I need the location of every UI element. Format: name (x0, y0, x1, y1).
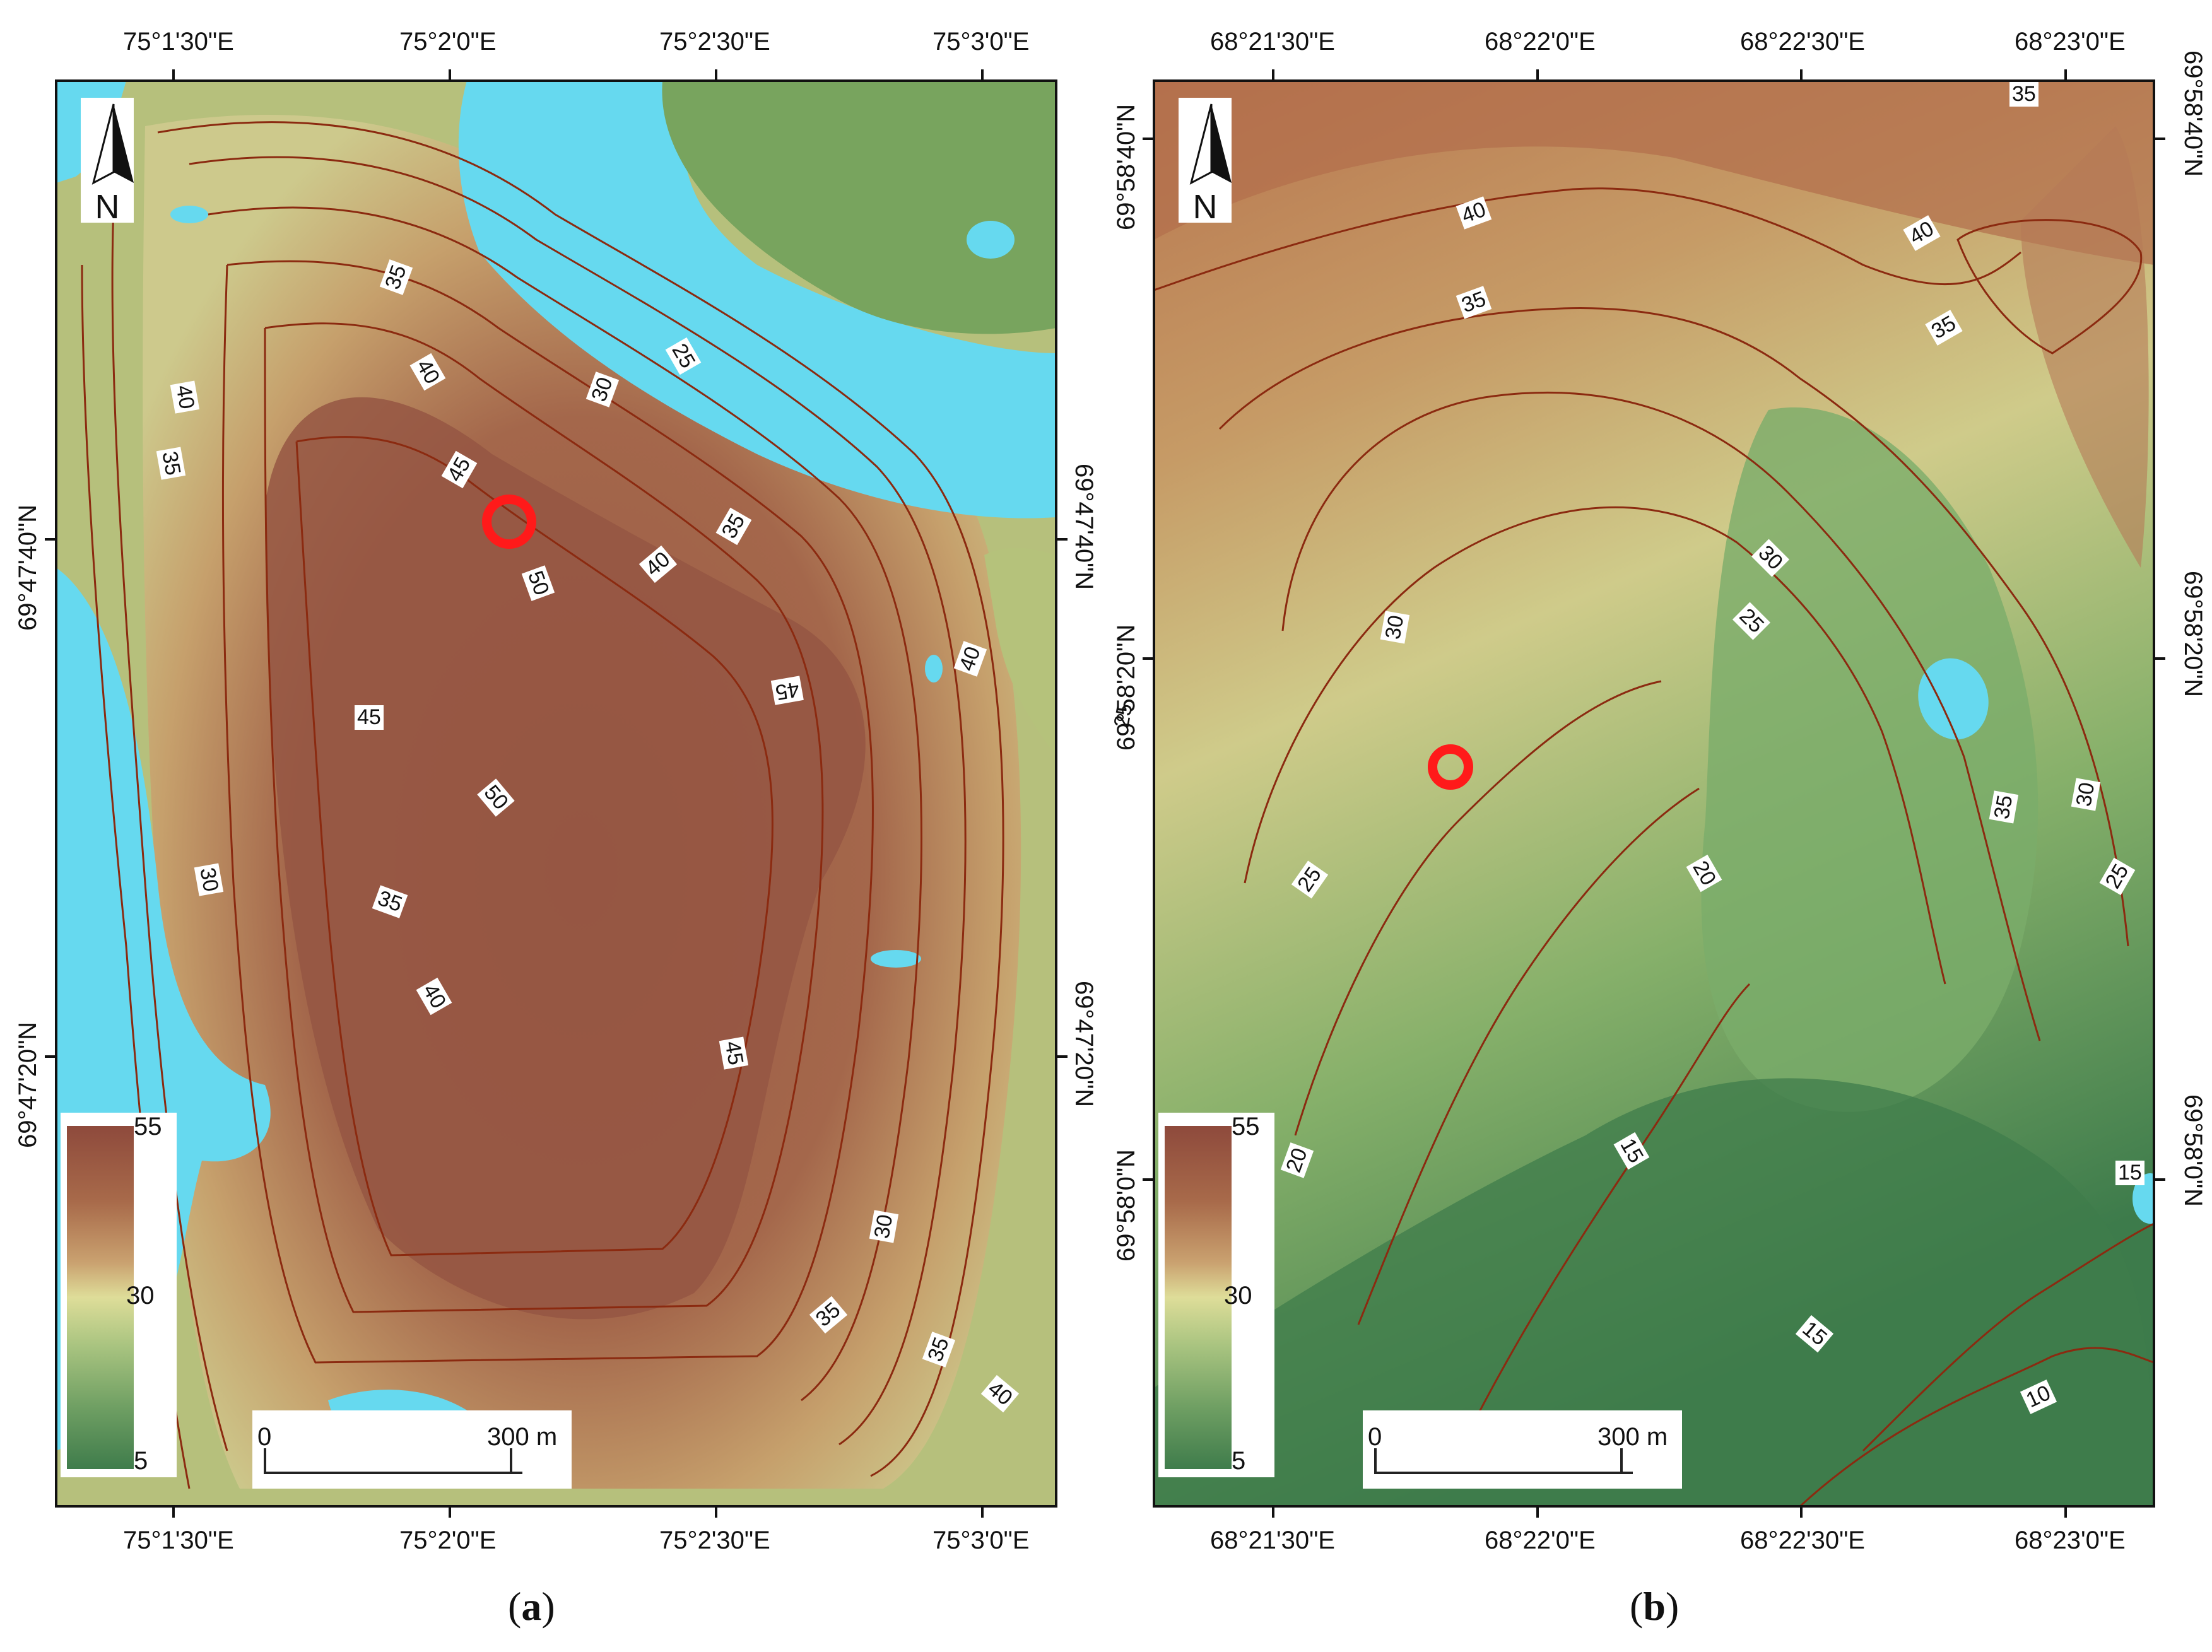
bottom-coord-label: 75°3'0"E (932, 1526, 1030, 1554)
legend-min: 5 (1232, 1447, 1246, 1475)
top-coord-label: 68°22'30"E (1740, 28, 1865, 56)
bottom-coord-label: 68°23'0"E (2015, 1526, 2126, 1554)
scale-end: 300 m (487, 1423, 558, 1451)
left-coord-label: 69°47'20"N (14, 1021, 42, 1148)
top-coord-label: 68°22'0"E (1485, 28, 1596, 56)
scale-line (1374, 1472, 1633, 1474)
site-marker (1428, 744, 1473, 790)
contour-label: 30 (194, 863, 224, 896)
scale-line (264, 1472, 522, 1474)
legend-mid: 30 (126, 1282, 155, 1309)
top-coord-label: 75°1'30"E (123, 28, 234, 56)
contour-label: 40 (170, 380, 200, 414)
contour-label: 30 (2071, 778, 2101, 811)
contour-label: 45 (355, 705, 384, 730)
scale-start: 0 (257, 1423, 272, 1451)
north-label: N (1192, 188, 1218, 226)
legend-min: 5 (134, 1447, 148, 1475)
map-panel-b: 35 40 40 35 35 30 30 25 25 20 25 35 30 2… (1106, 0, 2212, 1652)
contour-label: 35 (2009, 82, 2038, 107)
contour-label: 30 (869, 1210, 899, 1243)
panel-caption: (a) (508, 1584, 555, 1629)
contour-label: 35 (156, 447, 186, 480)
north-arrow-icon (91, 103, 134, 185)
left-coord-label: 69°58'20"N (1112, 624, 1140, 751)
top-coord-label: 75°2'0"E (399, 28, 497, 56)
scale-end: 300 m (1597, 1423, 1668, 1451)
scale-tick (1620, 1448, 1623, 1474)
right-coord-label: 69°47'40"N (1070, 464, 1098, 590)
scale-tick (510, 1448, 512, 1474)
legend-max: 55 (1232, 1113, 1260, 1140)
top-coord-label: 68°23'0"E (2015, 28, 2126, 56)
legend-max: 55 (134, 1113, 162, 1140)
contour-label: 45 (719, 1036, 749, 1070)
elevation-color-ramp (1165, 1126, 1232, 1469)
bottom-coord-label: 68°22'30"E (1740, 1526, 1865, 1554)
north-label: N (95, 188, 120, 226)
top-coord-label: 68°21'30"E (1210, 28, 1335, 56)
right-coord-label: 69°58'20"N (2179, 571, 2207, 698)
right-coord-label: 69°58'40"N (2179, 50, 2207, 177)
scale-bar: 0 300 m (1363, 1410, 1682, 1489)
contour-label: 45 (770, 676, 804, 705)
scale-bar: 0 300 m (252, 1410, 572, 1489)
contour-label: 35 (1989, 790, 2019, 824)
scale-start: 0 (1368, 1423, 1382, 1451)
left-coord-label: 69°47'40"N (14, 504, 42, 631)
contour-label: 15 (2115, 1161, 2144, 1185)
bottom-coord-label: 75°1'30"E (123, 1526, 234, 1554)
caption-letter: a (521, 1584, 542, 1629)
site-marker (482, 495, 536, 549)
north-arrow-icon (1189, 103, 1232, 185)
top-coord-label: 75°3'0"E (932, 28, 1030, 56)
bottom-coord-label: 75°2'0"E (399, 1526, 497, 1554)
elevation-legend: 55 30 5 (61, 1113, 177, 1477)
left-coord-label: 69°58'0"N (1112, 1149, 1140, 1262)
left-coord-label: 69°58'40"N (1112, 103, 1140, 230)
right-coord-label: 69°47'20"N (1070, 981, 1098, 1108)
bottom-coord-label: 68°21'30"E (1210, 1526, 1335, 1554)
caption-letter: b (1643, 1584, 1666, 1629)
legend-mid: 30 (1224, 1282, 1252, 1309)
bottom-coord-label: 68°22'0"E (1485, 1526, 1596, 1554)
north-arrow: N (81, 98, 134, 226)
contour-label: 30 (1380, 611, 1410, 644)
map-frame-b (1143, 69, 2165, 1518)
map-panel-a: 35 40 45 50 25 30 40 35 40 45 50 45 30 3… (14, 28, 1098, 1629)
bottom-coord-label: 75°2'30"E (659, 1526, 770, 1554)
panel-caption: (b) (1630, 1584, 1680, 1629)
north-arrow: N (1179, 98, 1232, 226)
right-coord-label: 69°58'0"N (2179, 1094, 2207, 1207)
scale-tick (1374, 1448, 1377, 1474)
elevation-legend: 55 30 5 (1158, 1113, 1274, 1477)
elevation-color-ramp (67, 1126, 134, 1469)
top-coord-label: 75°2'30"E (659, 28, 770, 56)
scale-tick (264, 1448, 266, 1474)
